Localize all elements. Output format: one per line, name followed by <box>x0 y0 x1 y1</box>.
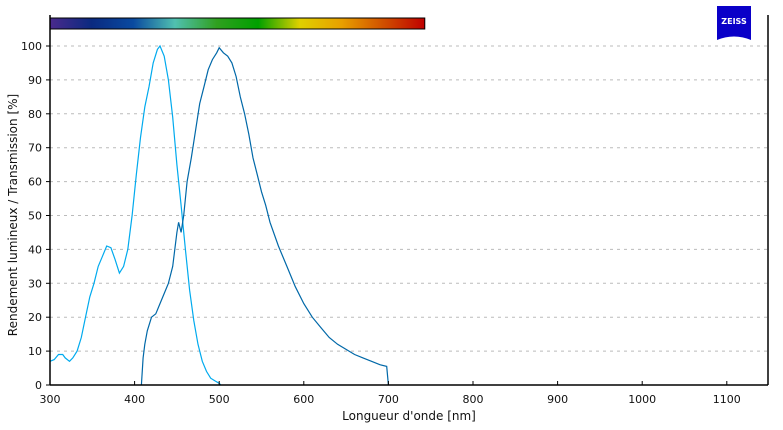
y-tick-label: 70 <box>28 142 42 155</box>
y-tick-label: 40 <box>28 243 42 256</box>
x-axis-label: Longueur d'onde [nm] <box>342 409 476 423</box>
series-line-1 <box>49 44 222 386</box>
y-tick-label: 10 <box>28 345 42 358</box>
y-tick-label: 50 <box>28 210 42 223</box>
y-tick-label: 80 <box>28 108 42 121</box>
y-tick-label: 30 <box>28 277 42 290</box>
y-tick-label: 0 <box>35 379 42 392</box>
y-tick-label: 90 <box>28 74 42 87</box>
x-tick-label: 1100 <box>713 393 741 406</box>
series-group <box>49 44 389 386</box>
grid-lines <box>50 45 768 352</box>
x-tick-label: 500 <box>209 393 230 406</box>
tick-labels: 0 10 20 30 40 50 60 70 80 90 100 300 400 500 600 700 800… <box>21 40 741 406</box>
y-tick-label: 20 <box>28 311 42 324</box>
y-axis-label: Rendement lumineux / Transmission [%] <box>6 94 20 336</box>
series-line-2 <box>140 46 389 386</box>
axes <box>46 15 769 386</box>
x-tick-label: 700 <box>378 393 399 406</box>
logo-text: ZEISS <box>721 17 747 26</box>
x-tick-label: 900 <box>547 393 568 406</box>
x-tick-label: 300 <box>40 393 61 406</box>
x-tick-label: 1000 <box>628 393 656 406</box>
x-tick-label: 800 <box>463 393 484 406</box>
zeiss-logo: ZEISS <box>717 6 751 40</box>
x-tick-label: 400 <box>124 393 145 406</box>
spectrum-color-bar <box>49 17 426 30</box>
y-tick-label: 100 <box>21 40 42 53</box>
y-tick-label: 60 <box>28 176 42 189</box>
x-tick-label: 600 <box>293 393 314 406</box>
